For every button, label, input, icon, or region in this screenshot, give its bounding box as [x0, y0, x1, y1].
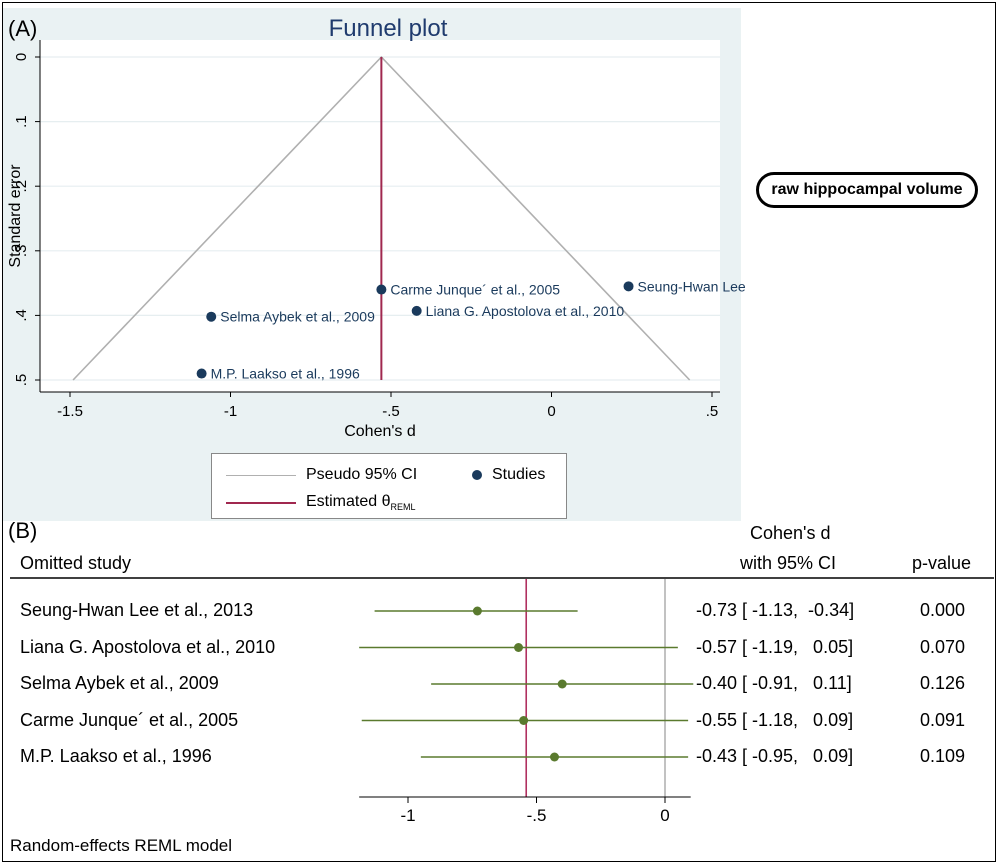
x-tick-label: -1: [224, 403, 237, 420]
y-tick-label: 0: [13, 53, 30, 61]
forest-row-study: Seung-Hwan Lee et al., 2013: [20, 600, 254, 620]
forest-row-p-value: 0.126: [920, 673, 966, 693]
effect-header-line1: Cohen's d: [750, 523, 831, 543]
study-point-label: M.P. Laakso et al., 1996: [211, 366, 360, 382]
forest-row-p-value: 0.109: [920, 746, 966, 766]
forest-row-ci: -0.55 [ -1.18, 0.09]: [696, 709, 854, 730]
legend-ci-label: Pseudo 95% CI: [306, 466, 418, 483]
forest-row-ci: -0.43 [ -0.95, 0.09]: [696, 746, 854, 766]
legend: Pseudo 95% CI Studies Estimated θREML: [211, 453, 567, 519]
y-tick-label: .2: [13, 180, 30, 193]
x-axis-label: Cohen's d: [344, 423, 416, 440]
point-estimate: [519, 716, 529, 725]
forest-row-ci: -0.73 [ -1.13, -0.34]: [696, 600, 855, 620]
point-estimate: [557, 679, 567, 689]
legend-estimate-subscript: REML: [390, 502, 416, 513]
legend-estimate-swatch: [226, 502, 296, 504]
study-point: [411, 305, 422, 316]
study-point-label: Carme Junque´ et al., 2005: [390, 282, 560, 298]
forest-x-tick-label: 0: [660, 806, 669, 825]
chart-title: Funnel plot: [329, 15, 448, 42]
y-axis-label: Standard error: [7, 164, 24, 268]
forest-x-tick-label: -1: [400, 806, 415, 825]
legend-studies-label: Studies: [492, 466, 546, 483]
forest-row-ci: -0.40 [ -0.91, 0.11]: [696, 673, 852, 693]
forest-row-p-value: 0.091: [920, 709, 966, 730]
forest-row-study: Liana G. Apostolova et al., 2010: [20, 636, 276, 657]
legend-studies-marker: [472, 470, 482, 480]
study-point: [376, 284, 387, 295]
study-point: [623, 281, 634, 292]
p-value-header: p-value: [912, 553, 972, 573]
study-point: [206, 311, 217, 322]
study-header: Omitted study: [20, 553, 132, 573]
panel-b-label: (B): [8, 518, 38, 543]
forest-row-ci: -0.57 [ -1.19, 0.05]: [696, 636, 854, 657]
forest-row-p-value: 0.000: [920, 600, 966, 620]
legend-ci-swatch: [226, 475, 296, 476]
study-point-label: Liana G. Apostolova et al., 2010: [426, 303, 625, 319]
study-point: [196, 368, 207, 379]
model-footnote: Random-effects REML model: [10, 836, 233, 855]
forest-row-study: Carme Junque´ et al., 2005: [20, 709, 239, 730]
y-tick-label: .1: [13, 115, 30, 128]
x-tick-label: .5: [706, 403, 719, 420]
plot-area: [40, 40, 720, 392]
forest-x-tick-label: -.5: [527, 806, 547, 825]
point-estimate: [549, 752, 559, 762]
legend-estimate-label: Estimated θREML: [306, 493, 416, 512]
panel-a-label: (A): [8, 16, 38, 41]
effect-header-line2: with 95% CI: [740, 553, 837, 573]
legend-estimate-text: Estimated θ: [306, 493, 391, 510]
x-tick-label: -.5: [382, 403, 400, 420]
x-tick-label: -1.5: [57, 403, 83, 420]
x-tick-label: 0: [547, 403, 555, 420]
point-estimate: [514, 643, 524, 652]
study-point-label: Selma Aybek et al., 2009: [220, 309, 375, 325]
study-point-label: Seung-Hwan Lee: [638, 278, 746, 294]
y-tick-label: .4: [13, 309, 30, 322]
y-tick-label: .5: [13, 374, 30, 387]
callout-label: raw hippocampal volume: [756, 172, 978, 208]
point-estimate: [472, 606, 482, 616]
forest-row-study: Selma Aybek et al., 2009: [20, 673, 219, 693]
y-tick-label: .3: [13, 245, 30, 258]
forest-row-p-value: 0.070: [920, 636, 966, 657]
forest-row-study: M.P. Laakso et al., 1996: [20, 746, 212, 766]
